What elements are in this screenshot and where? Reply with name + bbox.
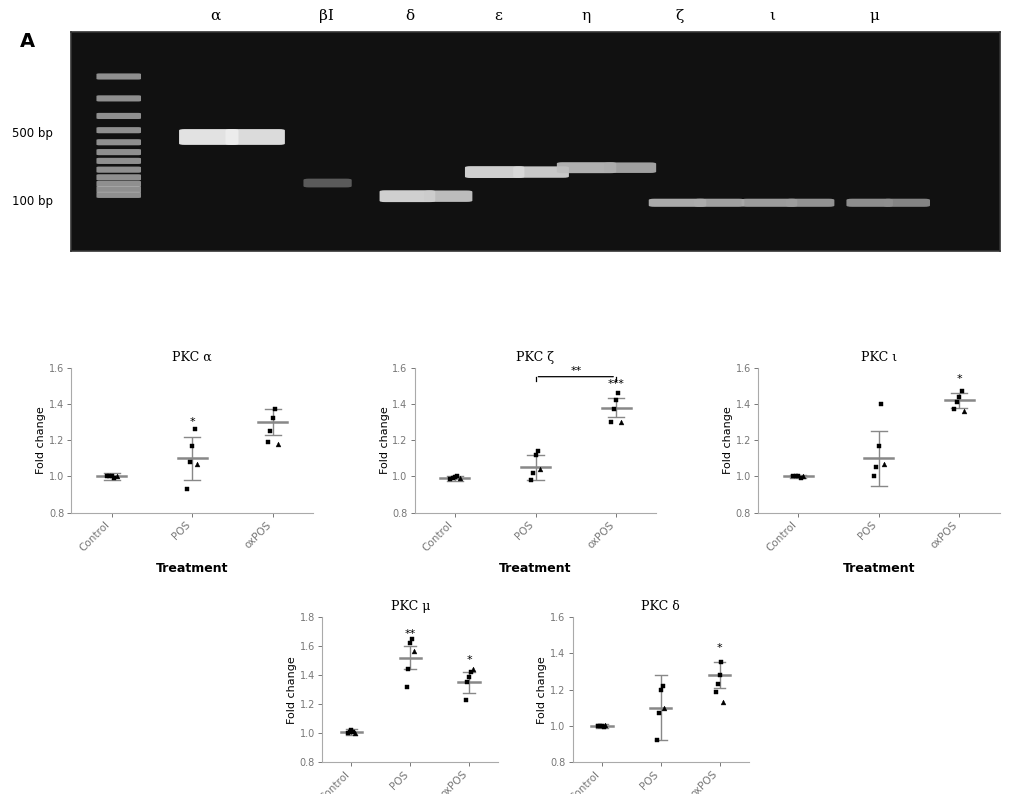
FancyBboxPatch shape: [741, 198, 797, 206]
FancyBboxPatch shape: [556, 162, 615, 173]
Title: PKC ζ: PKC ζ: [516, 351, 554, 364]
Text: βI: βI: [319, 9, 334, 23]
FancyBboxPatch shape: [225, 129, 284, 145]
Text: α: α: [210, 9, 220, 23]
FancyBboxPatch shape: [97, 167, 141, 173]
X-axis label: Treatment: Treatment: [498, 562, 572, 575]
Text: *: *: [956, 374, 961, 384]
FancyBboxPatch shape: [424, 191, 472, 202]
Y-axis label: Fold change: Fold change: [379, 407, 389, 474]
Text: μ: μ: [868, 9, 878, 23]
FancyBboxPatch shape: [97, 181, 141, 187]
Y-axis label: Fold change: Fold change: [37, 407, 46, 474]
FancyBboxPatch shape: [513, 167, 569, 178]
Text: η: η: [582, 9, 591, 23]
Title: PKC δ: PKC δ: [641, 600, 680, 613]
FancyBboxPatch shape: [304, 179, 352, 187]
FancyBboxPatch shape: [97, 113, 141, 119]
FancyBboxPatch shape: [97, 149, 141, 155]
X-axis label: Treatment: Treatment: [156, 562, 228, 575]
FancyBboxPatch shape: [97, 174, 141, 180]
Text: ζ: ζ: [675, 9, 683, 23]
FancyBboxPatch shape: [882, 198, 929, 206]
FancyBboxPatch shape: [179, 129, 238, 145]
FancyBboxPatch shape: [648, 198, 705, 206]
Text: **: **: [405, 629, 416, 639]
Text: ***: ***: [607, 380, 624, 389]
Text: ε: ε: [494, 9, 501, 23]
Title: PKC ι: PKC ι: [860, 351, 896, 364]
Text: 500 bp: 500 bp: [12, 127, 53, 141]
FancyBboxPatch shape: [603, 163, 655, 173]
Text: **: **: [570, 366, 581, 376]
FancyBboxPatch shape: [97, 95, 141, 102]
FancyBboxPatch shape: [97, 139, 141, 145]
Text: *: *: [716, 643, 721, 653]
FancyBboxPatch shape: [694, 198, 744, 206]
Y-axis label: Fold change: Fold change: [722, 407, 732, 474]
Text: A: A: [20, 32, 36, 51]
FancyBboxPatch shape: [97, 73, 141, 79]
FancyBboxPatch shape: [97, 187, 141, 192]
Title: PKC α: PKC α: [172, 351, 212, 364]
FancyBboxPatch shape: [97, 192, 141, 198]
FancyBboxPatch shape: [97, 127, 141, 133]
FancyBboxPatch shape: [97, 158, 141, 164]
Title: PKC μ: PKC μ: [390, 600, 429, 613]
Text: *: *: [190, 418, 195, 427]
X-axis label: Treatment: Treatment: [842, 562, 914, 575]
FancyBboxPatch shape: [465, 166, 524, 178]
Text: ι: ι: [768, 9, 774, 23]
Text: δ: δ: [406, 9, 415, 23]
Text: *: *: [466, 655, 472, 665]
FancyBboxPatch shape: [786, 198, 834, 206]
FancyBboxPatch shape: [379, 191, 435, 202]
FancyBboxPatch shape: [846, 198, 892, 206]
Y-axis label: Fold change: Fold change: [286, 656, 297, 723]
Text: 100 bp: 100 bp: [12, 195, 53, 208]
Y-axis label: Fold change: Fold change: [537, 656, 547, 723]
